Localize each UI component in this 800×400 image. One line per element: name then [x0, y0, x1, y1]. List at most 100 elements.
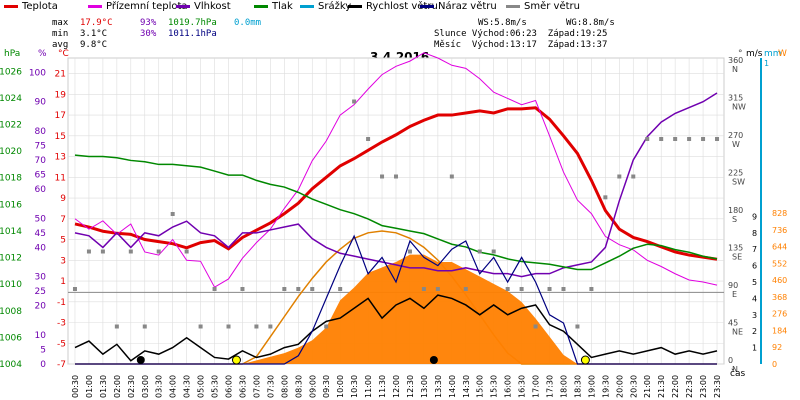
stats-avg-row: avg	[52, 40, 69, 50]
pressure-tick-label: 1012	[0, 254, 22, 264]
moonset-marker	[429, 356, 438, 364]
pressure-tick-label: 1014	[0, 227, 22, 237]
direction-tick-label: 360	[728, 56, 743, 65]
temperature-tick-label: -7	[57, 360, 66, 370]
x-tick-label: 06:30	[238, 375, 247, 398]
direction-tick-compass: W	[732, 140, 740, 149]
wind-direction-point	[449, 174, 454, 179]
temperature-tick-label: 5	[60, 236, 66, 246]
pressure-tick-label: 1020	[0, 147, 22, 157]
x-tick-label: 23:00	[699, 375, 708, 398]
x-tick-label: 06:00	[225, 375, 234, 398]
direction-tick-label: 225	[728, 169, 743, 178]
wind-tick-label: 5	[752, 278, 757, 287]
x-tick-label: 14:00	[448, 375, 457, 398]
wind-direction-point	[142, 324, 147, 329]
temperature-tick-label: 7	[60, 215, 66, 225]
series-line-1	[74, 52, 718, 288]
humidity-tick-label: 30	[35, 273, 47, 283]
temperature-tick-label: 15	[55, 132, 66, 142]
stats-max-rain: 0.0mm	[234, 18, 262, 28]
x-tick-label: 16:30	[518, 375, 527, 398]
wind-direction-point	[463, 287, 468, 291]
x-tick-label: 22:00	[671, 375, 680, 398]
legend-item-temperature: Teplota	[4, 1, 58, 12]
sunset-marker	[580, 355, 590, 365]
x-tick-label: 08:30	[294, 375, 303, 398]
wind-tick-label: 6	[752, 262, 757, 271]
wind-direction-point	[659, 137, 664, 141]
wind-direction-point	[617, 174, 622, 179]
x-tick-label: 14:30	[462, 375, 471, 398]
humidity-tick-label: 20	[35, 302, 47, 312]
wind-direction-point	[491, 249, 496, 254]
stats-max-hum: 93%	[140, 18, 157, 28]
x-tick-label: 13:30	[434, 375, 443, 398]
x-tick-label: 01:30	[99, 375, 108, 398]
temperature-tick-label: 1	[60, 277, 66, 287]
wind-direction-point	[254, 324, 259, 329]
humidity-tick-label: 100	[29, 69, 46, 79]
humidity-tick-label: 10	[35, 331, 47, 341]
x-tick-label: 09:00	[308, 375, 317, 398]
direction-tick-compass: S	[732, 215, 737, 224]
humidity-tick-label: 5	[40, 345, 46, 355]
direction-tick-compass: NW	[732, 103, 746, 112]
x-tick-label: 21:00	[643, 375, 652, 398]
legend-item-rain: Srážky	[300, 1, 351, 12]
direction-tick-compass: SW	[732, 178, 745, 187]
humidity-tick-label: 75	[35, 141, 46, 151]
x-tick-label: 03:00	[141, 375, 150, 398]
wind-direction-point	[435, 287, 440, 291]
humidity-tick-label: 45	[35, 229, 46, 239]
sunrise-marker	[231, 355, 241, 365]
x-tick-label: 15:00	[476, 375, 485, 398]
wind-direction-point	[561, 287, 566, 291]
x-tick-label: 07:00	[252, 375, 261, 398]
wind-tick-label: 7	[752, 245, 757, 254]
sun-times: Slunce Východ:06:23 Západ:19:25	[434, 29, 608, 39]
temperature-tick-label: 9	[60, 194, 66, 204]
series-line-0	[74, 106, 718, 261]
temperature-tick-label: -3	[57, 319, 66, 329]
axis-caption-wind: m/s	[746, 49, 763, 59]
series-line-4	[74, 294, 718, 362]
radiation-tick-label: 460	[772, 276, 787, 285]
legend-item-ground-temperature: Přízemní teplota	[88, 1, 188, 12]
temperature-tick-label: -1	[57, 298, 66, 308]
radiation-tick-label: 644	[772, 243, 787, 252]
wind-direction-point	[394, 174, 398, 179]
direction-tick-compass: N	[732, 365, 738, 374]
wind-speed-stat: WS:5.8m/s	[478, 18, 527, 28]
temperature-tick-label: 13	[55, 153, 66, 163]
pressure-tick-label: 1022	[0, 121, 22, 131]
pressure-tick-label: 1026	[0, 67, 22, 77]
axis-caption-direction: °	[738, 49, 743, 59]
wind-direction-point	[100, 249, 105, 254]
humidity-tick-label: 50	[35, 214, 47, 224]
temperature-tick-label: -5	[57, 339, 66, 349]
pressure-tick-label: 1024	[0, 94, 22, 104]
stats-min-row: min	[52, 29, 69, 39]
x-tick-label: 20:30	[629, 375, 638, 398]
stats-max-temp: 17.9°C	[80, 18, 113, 28]
legend-item-wind-speed: Rychlost větru	[348, 1, 438, 12]
x-tick-label: 10:00	[336, 375, 345, 398]
wind-gust-stat: WG:8.8m/s	[566, 18, 615, 28]
wind-direction-point	[282, 287, 287, 291]
humidity-tick-label: 60	[35, 185, 47, 195]
direction-tick-label: 0	[728, 356, 733, 365]
x-tick-label: 23:30	[713, 375, 722, 398]
humidity-tick-label: 70	[35, 156, 47, 166]
wind-direction-point	[519, 287, 524, 291]
wind-tick-label: 4	[752, 294, 757, 303]
pressure-tick-label: 1006	[0, 333, 22, 343]
x-tick-label: 18:30	[573, 375, 582, 398]
x-tick-label: 08:00	[280, 375, 289, 398]
direction-tick-compass: E	[732, 290, 737, 299]
x-tick-label: 19:30	[601, 375, 610, 398]
stats-min-press: 1011.1hPa	[168, 29, 217, 39]
wind-tick-label: 3	[752, 311, 757, 320]
humidity-tick-label: 65	[35, 171, 46, 181]
wind-direction-point	[407, 249, 412, 254]
